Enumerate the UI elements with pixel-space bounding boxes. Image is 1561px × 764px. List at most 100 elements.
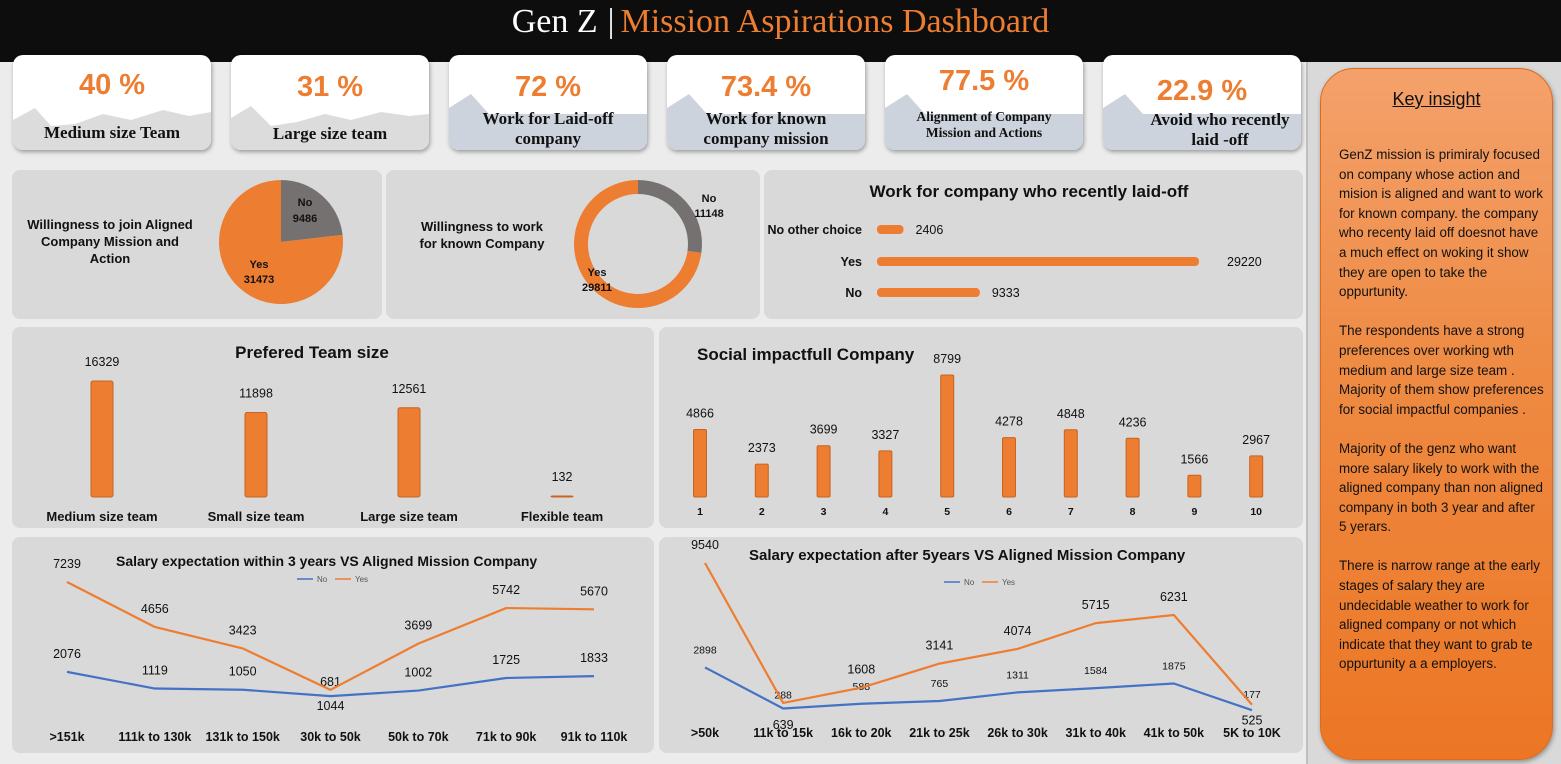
laidoff-bar: [877, 225, 904, 234]
series-no-line: [704, 666, 1253, 712]
panel-salary-5yr: Salary expectation after 5years VS Align…: [659, 537, 1303, 753]
x-category-label: 131k to 150k: [205, 730, 279, 744]
kpi-card-backdrop: [449, 94, 647, 150]
panel-social-impact: Social impactfull Company 4866 1 2373 2 3699…: [659, 327, 1303, 528]
series-yes-line: [704, 562, 1253, 706]
pie-value-yes: 31473: [244, 274, 275, 286]
donut-slice-no: [638, 180, 702, 253]
team-category-label: Small size team: [208, 509, 305, 524]
panel-salary-3yr: Salary expectation within 3 years VS Ali…: [12, 537, 654, 753]
pie-label-yes: Yes: [250, 259, 269, 271]
insight-paragraph: The respondents have a strong preference…: [1339, 323, 1544, 417]
series-yes-value-label: 4656: [141, 602, 169, 616]
team-bar: [244, 411, 268, 498]
team-title: Prefered Team size: [235, 343, 389, 362]
panel-laidoff-bars: Work for company who recently laid-off N…: [764, 170, 1303, 319]
donut-title: Willingness to work for known Company: [419, 219, 545, 251]
laidoff-value-label: 9333: [992, 286, 1020, 300]
team-value-label: 11898: [239, 386, 273, 400]
series-yes-value-label: 5670: [580, 584, 608, 598]
kpi-value: 72 %: [514, 71, 582, 103]
series-yes-value-label: 4074: [1004, 624, 1032, 638]
series-no-value-label: 1725: [492, 653, 520, 667]
series-yes-value-label: 3141: [926, 639, 954, 653]
social-category-label: 8: [1130, 506, 1136, 518]
series-yes-value-label: 639: [773, 718, 794, 732]
legend-no-label: No: [964, 578, 975, 587]
social-bar: [1249, 455, 1264, 498]
pie-label-no: No: [298, 197, 313, 209]
social-bar: [1002, 437, 1016, 498]
x-category-label: 30k to 50k: [300, 730, 361, 744]
series-yes-value-label: 1044: [317, 699, 345, 713]
legend-yes-label: Yes: [1002, 578, 1015, 587]
panel-team-size: Prefered Team size 16329 Medium size team…: [12, 327, 654, 528]
kpi-label: Work for Laid-off company: [482, 109, 614, 148]
series-yes-value-label: 3423: [229, 623, 257, 637]
donut-label-yes: Yes: [588, 267, 607, 279]
series-no-value-label: 1584: [1084, 665, 1108, 677]
social-value-label: 3699: [810, 423, 838, 437]
laidoff-value-label: 29220: [1227, 255, 1262, 269]
series-no-value-label: 1002: [404, 666, 432, 680]
social-bar: [940, 374, 955, 498]
team-bar: [90, 380, 114, 498]
x-category-label: >50k: [691, 726, 719, 740]
pie-value-no: 9486: [293, 213, 317, 225]
laidoff-value-label: 2406: [916, 223, 944, 237]
social-value-label: 3327: [871, 428, 899, 442]
kpi-card-backdrop: [231, 106, 429, 150]
team-bar: [397, 407, 421, 498]
team-bar: [550, 495, 574, 498]
pie-title: Willingness to join Aligned Company Miss…: [27, 217, 193, 266]
key-insight-panel: Key insight GenZ mission is primiraly fo…: [1320, 68, 1553, 760]
series-yes-value-label: 5715: [1082, 598, 1110, 612]
kpi-card-laidoff: 72 % Work for Laid-off company: [449, 55, 647, 150]
insight-paragraph: There is narrow range at the early stage…: [1339, 558, 1540, 672]
series-no-value-label: 2898: [693, 644, 717, 656]
series-yes-value-label: 6231: [1160, 590, 1188, 604]
laidoff-category-label: Yes: [840, 255, 862, 269]
series-no-value-label: 2076: [53, 647, 81, 661]
team-category-label: Flexible team: [521, 509, 603, 524]
kpi-label: Alignment of Company Mission and Actions: [916, 109, 1052, 140]
series-yes-value-label: 3699: [404, 619, 432, 633]
x-category-label: 41k to 50k: [1144, 726, 1205, 740]
kpi-label: Medium size Team: [44, 123, 180, 142]
team-category-label: Medium size team: [46, 509, 157, 524]
social-bar: [754, 463, 769, 498]
series-yes-value-label: 5742: [492, 583, 520, 597]
donut-value-yes: 29811: [582, 282, 612, 294]
kpi-card-backdrop: [885, 94, 1083, 150]
panel-aligned-mission-pie: Willingness to join Aligned Company Miss…: [12, 170, 382, 319]
social-category-label: 2: [759, 506, 765, 518]
series-no-value-label: 1833: [580, 651, 608, 665]
kpi-label: Avoid who recently laid -off: [1150, 110, 1290, 149]
donut-value-no: 11148: [694, 208, 723, 220]
kpi-value: 77.5 %: [938, 65, 1030, 97]
x-category-label: 5K to 10K: [1223, 726, 1281, 740]
x-category-label: 11k to 15k: [753, 726, 813, 740]
series-no-value-label: 681: [320, 675, 341, 689]
series-no-value-label: 288: [774, 689, 792, 701]
series-no-value-label: 1050: [229, 665, 257, 679]
kpi-card-backdrop: [13, 108, 211, 150]
x-category-label: 50k to 70k: [388, 730, 449, 744]
series-no-value-label: 1875: [1162, 661, 1186, 673]
social-category-label: 9: [1191, 506, 1197, 518]
kpi-card-backdrop: [1103, 94, 1301, 150]
insight-paragraph: GenZ mission is primiraly focused on com…: [1339, 147, 1543, 300]
kpi-value: 73.4 %: [720, 71, 812, 103]
social-value-label: 4848: [1057, 407, 1085, 421]
social-bar: [1125, 437, 1140, 498]
kpi-card-large-team: 31 % Large size team: [231, 55, 429, 150]
series-yes-value-label: 9540: [691, 538, 719, 552]
social-bar: [878, 450, 893, 498]
social-category-label: 4: [882, 506, 888, 518]
x-category-label: 31k to 40k: [1065, 726, 1126, 740]
donut-label-no: No: [702, 193, 717, 205]
laidoff-category-label: No: [845, 286, 862, 300]
laidoff-bar-chart: No other choice 2406 Yes 29220 No 9333: [768, 223, 1262, 300]
x-category-label: 71k to 90k: [476, 730, 537, 744]
